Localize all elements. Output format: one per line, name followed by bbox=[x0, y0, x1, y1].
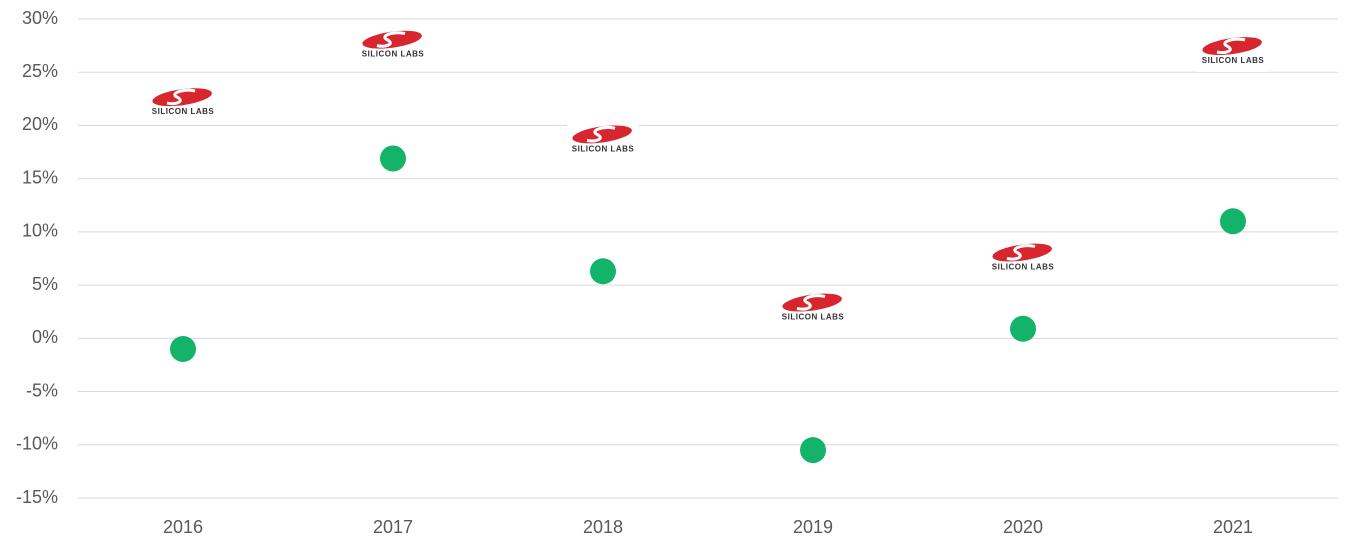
logo-text: SILICON LABS bbox=[362, 50, 425, 59]
logo-s bbox=[586, 125, 616, 143]
x-tick-label: 2020 bbox=[1003, 517, 1043, 537]
y-tick-label: -5% bbox=[26, 380, 58, 400]
logo-s bbox=[1006, 244, 1036, 261]
logo-marker: SILICON LABS bbox=[357, 25, 429, 66]
logo-marker: SILICON LABS bbox=[987, 238, 1059, 279]
dot bbox=[1220, 208, 1246, 235]
y-tick-label: 5% bbox=[32, 274, 58, 294]
y-tick-label: 20% bbox=[22, 114, 58, 134]
y-tick-label: 10% bbox=[22, 221, 58, 241]
y-tick-label: 0% bbox=[32, 327, 58, 347]
logo-marker: SILICON LABS bbox=[777, 288, 849, 329]
logo-text: SILICON LABS bbox=[1202, 56, 1265, 65]
y-tick-label: 30% bbox=[22, 8, 58, 28]
dot bbox=[590, 258, 616, 285]
dot bbox=[800, 437, 826, 464]
logo-marker: SILICON LABS bbox=[147, 83, 219, 124]
logo-text: SILICON LABS bbox=[572, 144, 635, 153]
logo-text: SILICON LABS bbox=[782, 313, 845, 322]
x-tick-label: 2016 bbox=[163, 517, 203, 537]
dot bbox=[170, 335, 196, 362]
logo-s bbox=[796, 294, 826, 311]
logo-s bbox=[166, 88, 196, 106]
logo-text: SILICON LABS bbox=[992, 263, 1055, 272]
logo-s bbox=[1216, 37, 1246, 54]
logo-s bbox=[376, 31, 406, 48]
dot bbox=[1010, 315, 1036, 342]
x-tick-label: 2017 bbox=[373, 517, 413, 537]
x-tick-label: 2021 bbox=[1213, 517, 1253, 537]
y-tick-label: -15% bbox=[16, 487, 58, 507]
logo-text: SILICON LABS bbox=[152, 107, 215, 116]
logo-marker: SILICON LABS bbox=[567, 120, 639, 161]
x-tick-label: 2019 bbox=[793, 517, 833, 537]
y-tick-label: 15% bbox=[22, 167, 58, 187]
y-tick-label: -10% bbox=[16, 434, 58, 454]
logo-marker: SILICON LABS bbox=[1197, 31, 1269, 72]
dot bbox=[380, 145, 406, 172]
x-tick-label: 2018 bbox=[583, 517, 623, 537]
y-tick-label: 25% bbox=[22, 61, 58, 81]
